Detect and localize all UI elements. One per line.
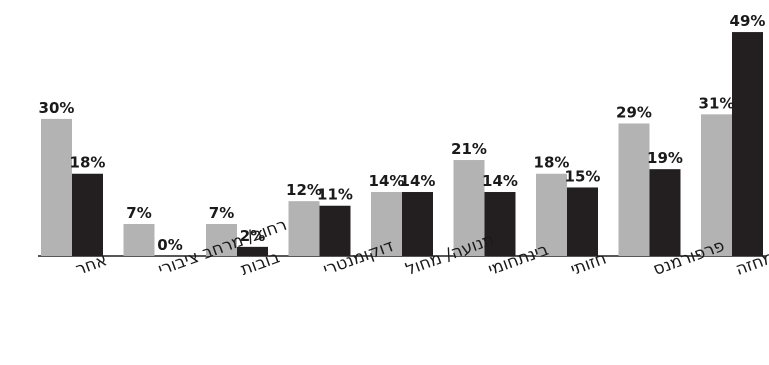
data-label: 21% bbox=[451, 140, 487, 158]
data-label: 7% bbox=[209, 204, 234, 222]
bar-s1 bbox=[453, 160, 485, 256]
bar-s2 bbox=[732, 32, 763, 256]
data-label: 7% bbox=[126, 204, 151, 222]
bar-s1 bbox=[371, 192, 402, 256]
data-label: 14% bbox=[369, 172, 405, 190]
data-label: 2% bbox=[240, 227, 265, 245]
data-label: 18% bbox=[534, 154, 570, 172]
bar-s2 bbox=[484, 192, 516, 256]
data-label: 19% bbox=[647, 149, 683, 167]
bar-s1 bbox=[206, 224, 237, 256]
data-label: 12% bbox=[286, 181, 322, 199]
bar-s1 bbox=[618, 123, 650, 256]
bar-s1 bbox=[536, 173, 567, 256]
data-label: 14% bbox=[400, 172, 436, 190]
data-label: 14% bbox=[482, 172, 518, 190]
data-label: 31% bbox=[699, 94, 735, 112]
bar-s2 bbox=[567, 187, 598, 256]
bar-s2 bbox=[319, 205, 351, 256]
data-label: 49% bbox=[730, 12, 766, 30]
bar-s2 bbox=[72, 173, 103, 256]
data-label: 30% bbox=[39, 99, 75, 117]
bar-s1 bbox=[288, 201, 320, 256]
data-label: 0% bbox=[157, 236, 182, 254]
data-label: 15% bbox=[565, 167, 601, 185]
data-label: 18% bbox=[70, 154, 106, 172]
bar-s1 bbox=[123, 224, 155, 256]
data-label: 29% bbox=[616, 103, 652, 121]
data-label: 11% bbox=[317, 186, 353, 204]
bar-s2 bbox=[649, 169, 681, 256]
bar-s1 bbox=[701, 114, 732, 256]
bar-s2 bbox=[237, 246, 268, 256]
bar-s1 bbox=[41, 118, 72, 257]
bar-s2 bbox=[402, 192, 433, 256]
